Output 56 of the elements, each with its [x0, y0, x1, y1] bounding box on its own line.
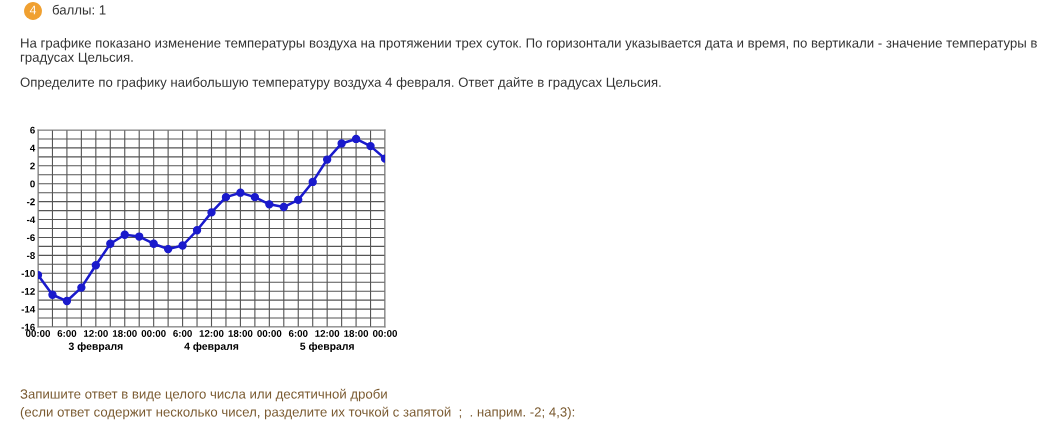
y-tick-label: -8 [26, 252, 35, 259]
point [135, 232, 144, 241]
y-tick-label: -4 [26, 216, 36, 224]
x-tick-label: 00:00 [141, 330, 166, 337]
point [265, 200, 274, 209]
x-tick-label: 6:00 [173, 330, 192, 337]
y-tick-label: 6 [30, 126, 35, 134]
point [62, 296, 72, 306]
point [250, 192, 260, 202]
text: баллы: 1 [52, 4, 106, 15]
y-tick-label: -16 [21, 323, 35, 331]
point [351, 134, 361, 144]
x-tick-label: 18:00 [112, 330, 137, 337]
point [178, 241, 187, 250]
point [236, 188, 245, 197]
point [77, 283, 86, 292]
x-tick-label: 12:00 [315, 330, 340, 337]
text: (если ответ содержит несколько чисел, разделите их точкой с запятой ; . наприм. -2; 4,3): [20, 406, 575, 420]
point [192, 226, 202, 235]
text: 4 февраля [184, 342, 239, 352]
text: 3 февраля [68, 342, 123, 352]
text: На графике показано изменение температуры воздуха на протяжении трех суток. По горизонтали указывается дата и время, по вертикали - значение температуры в градусах Цельсия. [20, 38, 1037, 65]
y-tick-label: 4 [29, 144, 36, 152]
y-tick-label: -6 [26, 234, 35, 242]
point [91, 261, 101, 270]
x-tick-label: 00:00 [257, 330, 282, 337]
y-tick-label: 2 [30, 162, 35, 170]
point [337, 139, 346, 148]
point [48, 290, 57, 299]
point [294, 195, 303, 205]
y-tick-label: -2 [26, 198, 35, 206]
x-tick-label: 18:00 [344, 330, 369, 337]
x-tick-label: 00:00 [25, 330, 51, 337]
x-tick-label: 00:00 [372, 330, 398, 337]
y-tick-label: -10 [21, 270, 35, 277]
x-tick-label: 12:00 [199, 330, 224, 337]
y-tick-label: 0 [30, 180, 35, 188]
y-tick-label: -14 [21, 305, 36, 313]
point [308, 177, 317, 187]
y-tick-label: -12 [21, 287, 35, 295]
point [221, 192, 231, 202]
chart-subtitle: Определите по графику наибольшую температуру воздуха 4 февраля. Ответ дайте в градусах Цельсия. [20, 77, 661, 90]
point [106, 239, 115, 248]
point [149, 239, 158, 248]
point [207, 208, 216, 217]
text: Запишите ответ в виде целого числа или десятичной дроби [20, 388, 387, 402]
x-tick-label: 6:00 [288, 330, 308, 337]
point [120, 230, 129, 239]
x-tick-label: 12:00 [84, 330, 108, 337]
point [322, 155, 332, 164]
x-tick-label: 6:00 [57, 330, 77, 337]
point [366, 141, 375, 151]
x-tick-label: 18:00 [228, 330, 253, 337]
point [163, 244, 173, 254]
text: 5 февраля [300, 342, 354, 352]
point [279, 202, 288, 212]
